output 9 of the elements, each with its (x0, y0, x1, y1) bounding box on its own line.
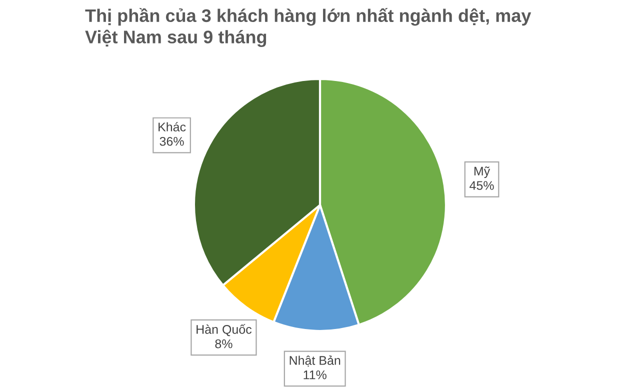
data-label: 45% (470, 181, 494, 190)
slice-label: Nhật Bản (290, 355, 340, 367)
slice-label: Khác (158, 122, 186, 132)
chart-title: Thị phần của 3 khách hàng lớn nhất ngành dệt, may Việt Nam sau 9 tháng (85, 8, 532, 48)
data-label: 8% (215, 339, 232, 348)
data-label: 11% (304, 370, 326, 380)
slice-label: Hàn Quốc (196, 324, 252, 336)
slice-label: Mỹ (474, 166, 490, 178)
data-label: 36% (160, 136, 184, 146)
